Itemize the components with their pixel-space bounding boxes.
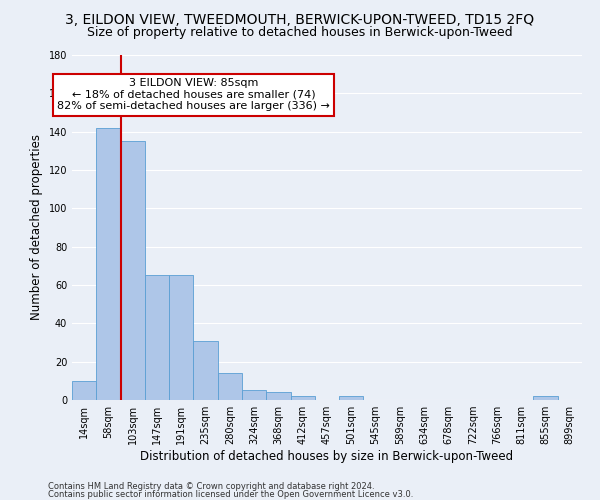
X-axis label: Distribution of detached houses by size in Berwick-upon-Tweed: Distribution of detached houses by size … — [140, 450, 514, 463]
Bar — [145, 276, 169, 400]
Text: 3 EILDON VIEW: 85sqm
← 18% of detached houses are smaller (74)
82% of semi-detac: 3 EILDON VIEW: 85sqm ← 18% of detached h… — [57, 78, 330, 111]
Bar — [193, 340, 218, 400]
Y-axis label: Number of detached properties: Number of detached properties — [30, 134, 43, 320]
Text: Size of property relative to detached houses in Berwick-upon-Tweed: Size of property relative to detached ho… — [87, 26, 513, 39]
Bar — [169, 276, 193, 400]
Bar — [339, 396, 364, 400]
Bar — [72, 381, 96, 400]
Text: Contains HM Land Registry data © Crown copyright and database right 2024.: Contains HM Land Registry data © Crown c… — [48, 482, 374, 491]
Bar — [96, 128, 121, 400]
Text: 3, EILDON VIEW, TWEEDMOUTH, BERWICK-UPON-TWEED, TD15 2FQ: 3, EILDON VIEW, TWEEDMOUTH, BERWICK-UPON… — [65, 12, 535, 26]
Text: Contains public sector information licensed under the Open Government Licence v3: Contains public sector information licen… — [48, 490, 413, 499]
Bar — [121, 141, 145, 400]
Bar — [533, 396, 558, 400]
Bar — [242, 390, 266, 400]
Bar — [218, 373, 242, 400]
Bar — [290, 396, 315, 400]
Bar — [266, 392, 290, 400]
